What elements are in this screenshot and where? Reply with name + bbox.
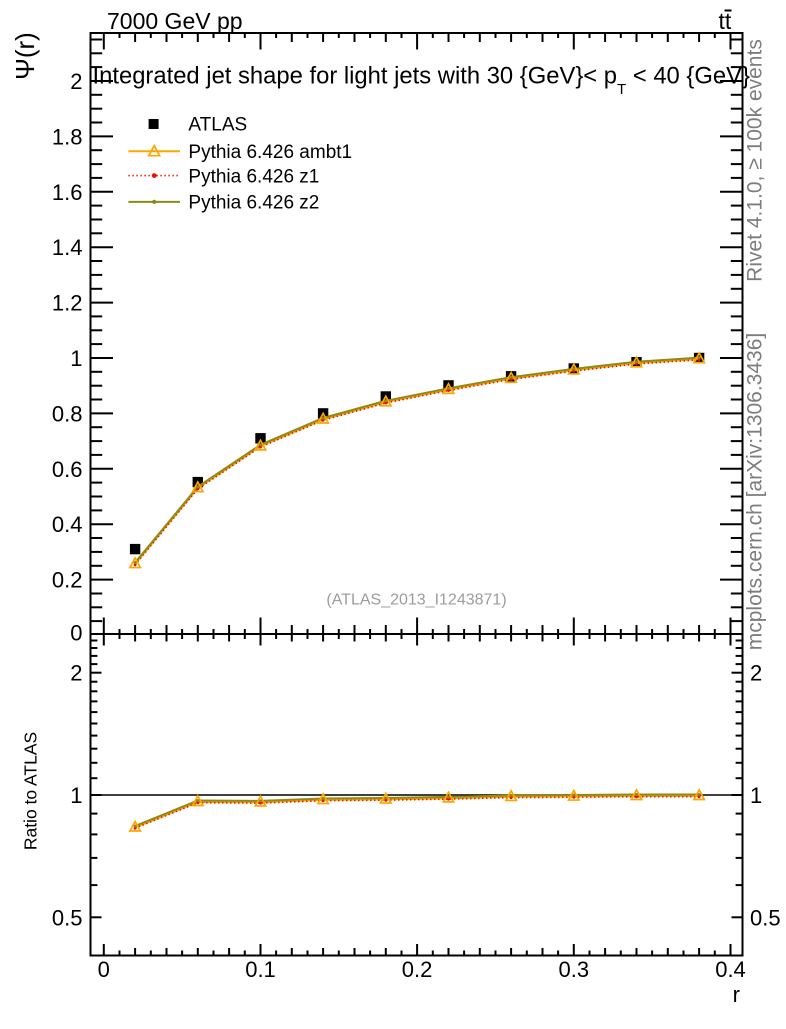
svg-text:0.5: 0.5 xyxy=(52,905,83,930)
svg-text:0.6: 0.6 xyxy=(52,457,83,482)
svg-text:2: 2 xyxy=(70,661,82,686)
svg-text:0.8: 0.8 xyxy=(52,401,83,426)
svg-text:Ψ(r): Ψ(r) xyxy=(10,32,40,80)
svg-text:2: 2 xyxy=(70,69,82,94)
svg-text:1.4: 1.4 xyxy=(52,235,83,260)
svg-text:0.2: 0.2 xyxy=(402,957,433,982)
svg-text:Pythia 6.426 z2: Pythia 6.426 z2 xyxy=(188,193,319,214)
svg-text:7000 GeV pp: 7000 GeV pp xyxy=(107,8,243,34)
svg-text:0.4: 0.4 xyxy=(715,957,746,982)
svg-text:r: r xyxy=(733,982,740,1007)
svg-text:Ratio to ATLAS: Ratio to ATLAS xyxy=(21,732,41,850)
svg-text:tt: tt xyxy=(719,8,732,34)
svg-text:0: 0 xyxy=(98,957,110,982)
svg-text:Pythia 6.426 z1: Pythia 6.426 z1 xyxy=(188,166,319,187)
svg-text:1: 1 xyxy=(750,783,762,808)
svg-text:(ATLAS_2013_I1243871): (ATLAS_2013_I1243871) xyxy=(326,592,506,609)
svg-text:0.5: 0.5 xyxy=(750,905,781,930)
svg-text:0.4: 0.4 xyxy=(52,512,83,537)
svg-text:ATLAS: ATLAS xyxy=(188,115,247,136)
svg-text:0.1: 0.1 xyxy=(245,957,276,982)
svg-text:2: 2 xyxy=(750,661,762,686)
svg-text:1: 1 xyxy=(70,783,82,808)
svg-text:0.3: 0.3 xyxy=(559,957,590,982)
svg-text:Rivet 4.1.0, ≥ 100k events: Rivet 4.1.0, ≥ 100k events xyxy=(744,39,767,282)
svg-text:1.6: 1.6 xyxy=(52,180,83,205)
svg-text:1.8: 1.8 xyxy=(52,124,83,149)
svg-text:0.2: 0.2 xyxy=(52,568,83,593)
svg-text:1: 1 xyxy=(70,346,82,371)
svg-text:Pythia 6.426 ambt1: Pythia 6.426 ambt1 xyxy=(188,142,352,163)
svg-text:1.2: 1.2 xyxy=(52,291,83,316)
svg-text:0: 0 xyxy=(70,621,82,646)
svg-text:mcplots.cern.ch [arXiv:1306.34: mcplots.cern.ch [arXiv:1306.3436] xyxy=(744,333,767,651)
